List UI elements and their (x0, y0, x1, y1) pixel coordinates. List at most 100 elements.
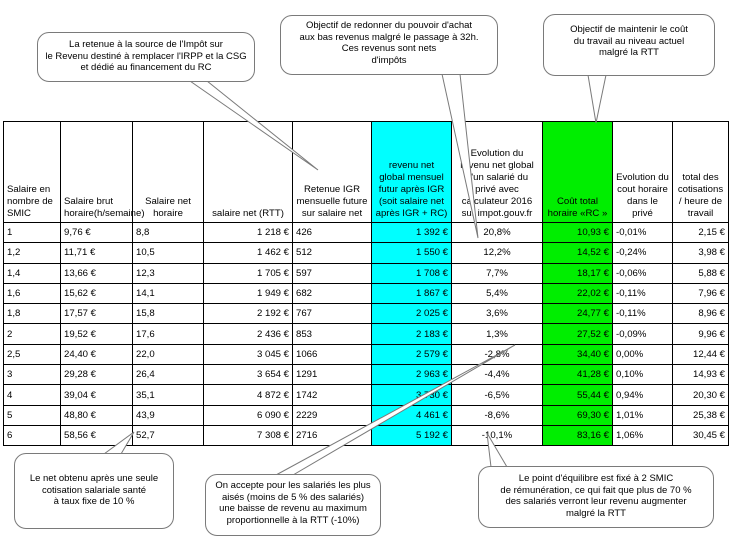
cell-smic: 6 (3, 424, 61, 447)
cell-net-rtt: 7 308 € (203, 424, 293, 447)
cell-evolution-cout: -0,24% (612, 242, 673, 264)
cell-net-rtt: 1 462 € (203, 242, 293, 264)
cell-evolution-cout: -0,11% (612, 282, 673, 305)
cell-smic: 4 (3, 384, 61, 406)
cell-cout-total: 14,52 € (542, 242, 613, 264)
cell-evolution-revenu: -6,5% (451, 384, 543, 406)
cell-cout-total: 83,16 € (542, 424, 613, 447)
cell-smic: 1 (3, 221, 61, 244)
header-total-cotisations: total des cotisations / heure de travail (672, 121, 729, 223)
cell-revenu-net-global: 1 867 € (371, 282, 452, 305)
cell-cout-total: 22,02 € (542, 282, 613, 305)
cell-total-cotisations: 2,15 € (672, 221, 729, 244)
cell-total-cotisations: 25,38 € (672, 404, 729, 426)
cell-evolution-cout: -0,11% (612, 303, 673, 325)
cell-total-cotisations: 3,98 € (672, 242, 729, 264)
cell-net-horaire: 43,9 (132, 404, 204, 426)
cell-revenu-net-global: 5 192 € (371, 424, 452, 447)
cell-smic: 3 (3, 364, 61, 386)
cell-net-horaire: 15,8 (132, 303, 204, 325)
cell-evolution-revenu: 12,2% (451, 242, 543, 264)
cell-smic: 2 (3, 323, 61, 345)
cell-net-horaire: 10,5 (132, 242, 204, 264)
cell-retenue-igr: 2716 (292, 424, 372, 447)
cell-evolution-revenu: -8,6% (451, 404, 543, 426)
cell-retenue-igr: 2229 (292, 404, 372, 426)
cell-revenu-net-global: 2 963 € (371, 364, 452, 386)
cell-cout-total: 24,77 € (542, 303, 613, 325)
table-row: 1 9,76 €8,8 1 218 €426 1 392 €20,8% 10,93 € -… (3, 221, 729, 244)
cell-revenu-net-global: 2 183 € (371, 323, 452, 345)
cell-net-rtt: 2 436 € (203, 323, 293, 345)
cell-retenue-igr: 767 (292, 303, 372, 325)
cell-evolution-revenu: -4,4% (451, 364, 543, 386)
table-row: 3 29,28 €26,4 3 654 €1291 2 963 € -4,4% 41,28… (3, 364, 729, 386)
header-salaire-brut-horaire: Salaire brut horaire(h/semaine) (60, 121, 145, 223)
cell-total-cotisations: 7,96 € (672, 282, 729, 305)
cell-retenue-igr: 1066 (292, 343, 372, 366)
table-row: 2,5 24,40 €22,0 3 045 €1066 2 579 € -2,8% 34,… (3, 343, 729, 366)
pointer-top-right (587, 74, 607, 124)
cell-evolution-revenu: 7,7% (451, 262, 543, 284)
cell-brut-horaire: 15,62 € (60, 282, 133, 305)
cell-brut-horaire: 24,40 € (60, 343, 133, 366)
cell-net-horaire: 12,3 (132, 262, 204, 284)
cell-smic: 2,5 (3, 343, 61, 366)
cell-brut-horaire: 9,76 € (60, 221, 133, 244)
header-retenue-igr: Retenue IGR mensuelle future sur salaire… (292, 121, 372, 223)
cell-brut-horaire: 39,04 € (60, 384, 133, 406)
cell-evolution-cout: 0,94% (612, 384, 673, 406)
cell-evolution-cout: 0,00% (612, 343, 673, 366)
cell-cout-total: 34,40 € (542, 343, 613, 366)
cell-net-horaire: 17,6 (132, 323, 204, 345)
table-row: 1,4 13,66 €12,3 1 705 €597 1 708 €7,7% 18,17… (3, 262, 729, 284)
header-evolution-revenu: Evolution du revenu net global d'un sala… (451, 121, 543, 223)
cell-cout-total: 18,17 € (542, 262, 613, 284)
salary-table: Salaire en nombre de SMIC Salaire brut h… (3, 121, 729, 447)
cell-brut-horaire: 58,56 € (60, 424, 133, 447)
table-row: 2 19,52 €17,6 2 436 €853 2 183 €1,3% 27,52 €… (3, 323, 729, 345)
callout-retenue-source: La retenue à la source de l'Impôt sur le… (37, 32, 255, 82)
cell-net-rtt: 6 090 € (203, 404, 293, 426)
cell-evolution-revenu: -2,8% (451, 343, 543, 366)
callout-cout-travail: Objectif de maintenir le coût du travail… (543, 14, 715, 76)
cell-net-horaire: 22,0 (132, 343, 204, 366)
cell-net-horaire: 52,7 (132, 424, 204, 447)
table-row: 6 58,56 €52,7 7 308 €2716 5 192 € -10,1% 83,1… (3, 424, 729, 447)
cell-total-cotisations: 8,96 € (672, 303, 729, 325)
cell-brut-horaire: 48,80 € (60, 404, 133, 426)
cell-brut-horaire: 13,66 € (60, 262, 133, 284)
cell-retenue-igr: 1742 (292, 384, 372, 406)
cell-retenue-igr: 853 (292, 323, 372, 345)
cell-revenu-net-global: 2 025 € (371, 303, 452, 325)
table-row: 1,2 11,71 €10,5 1 462 €512 1 550 €12,2% 14,5… (3, 242, 729, 264)
cell-evolution-cout: -0,06% (612, 262, 673, 284)
header-revenu-net-global: revenu net global mensuel futur après IG… (371, 121, 452, 223)
cell-cout-total: 10,93 € (542, 221, 613, 244)
table-row: 1,6 15,62 €14,1 1 949 €682 1 867 €5,4% 22,02… (3, 282, 729, 305)
cell-total-cotisations: 9,96 € (672, 323, 729, 345)
cell-evolution-revenu: 20,8% (451, 221, 543, 244)
cell-revenu-net-global: 1 392 € (371, 221, 452, 244)
table-row: 1,8 17,57 €15,8 2 192 €767 2 025 €3,6% 24,77… (3, 303, 729, 325)
cell-net-rtt: 1 218 € (203, 221, 293, 244)
cell-total-cotisations: 12,44 € (672, 343, 729, 366)
cell-retenue-igr: 682 (292, 282, 372, 305)
header-salaire-smic: Salaire en nombre de SMIC (3, 121, 61, 223)
cell-total-cotisations: 30,45 € (672, 424, 729, 447)
table-header-row: Salaire en nombre de SMIC Salaire brut h… (3, 121, 729, 223)
cell-retenue-igr: 512 (292, 242, 372, 264)
cell-brut-horaire: 11,71 € (60, 242, 133, 264)
cell-brut-horaire: 17,57 € (60, 303, 133, 325)
cell-evolution-revenu: 5,4% (451, 282, 543, 305)
cell-revenu-net-global: 1 550 € (371, 242, 452, 264)
cell-evolution-revenu: 3,6% (451, 303, 543, 325)
cell-net-rtt: 3 045 € (203, 343, 293, 366)
header-cout-total-horaire: Coût total horaire «RC » (542, 121, 613, 223)
cell-retenue-igr: 426 (292, 221, 372, 244)
cell-brut-horaire: 29,28 € (60, 364, 133, 386)
header-evolution-cout: Evolution du cout horaire dans le privé (612, 121, 673, 223)
cell-retenue-igr: 597 (292, 262, 372, 284)
cell-evolution-cout: -0,09% (612, 323, 673, 345)
cell-net-rtt: 3 654 € (203, 364, 293, 386)
